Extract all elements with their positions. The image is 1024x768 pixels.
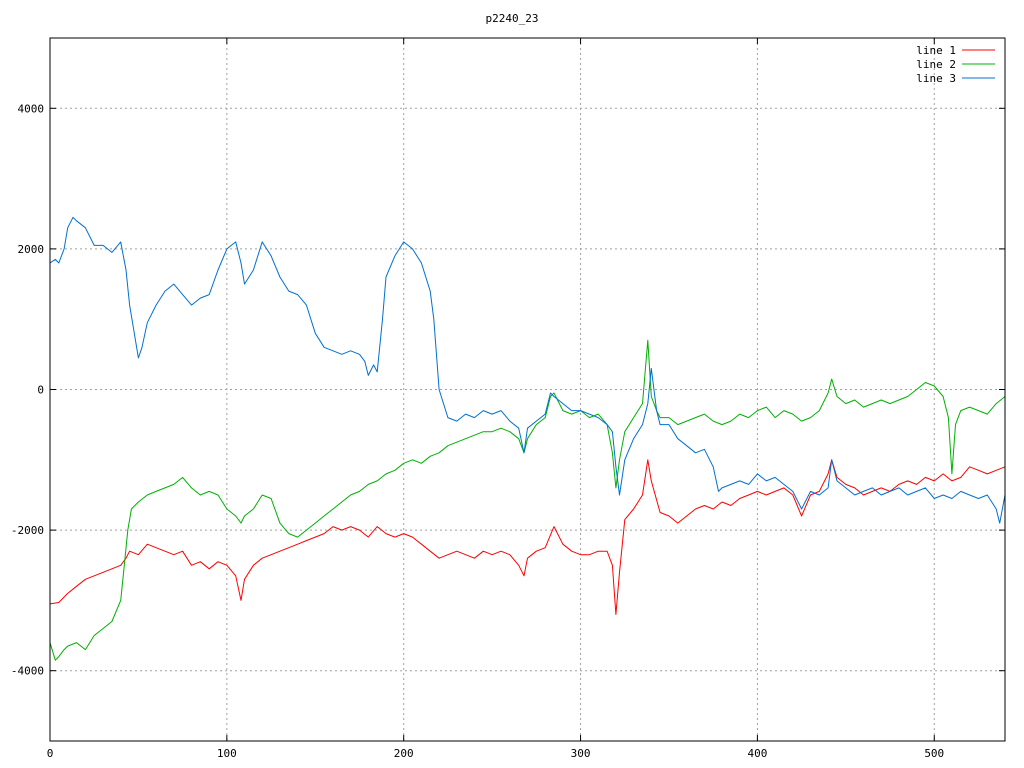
y-tick-label: 4000: [18, 102, 45, 115]
legend-label-2: line 2: [916, 58, 956, 71]
x-tick-label: 100: [217, 747, 237, 760]
x-tick-label: 0: [47, 747, 54, 760]
x-tick-label: 400: [747, 747, 767, 760]
series-layer: [49, 216, 1006, 661]
y-tick-label: 2000: [18, 243, 45, 256]
x-tick-label: 500: [924, 747, 944, 760]
tick-layer: 0 100 200 300 400 500 -4000 -2000 0 2000 4000: [11, 38, 1005, 760]
y-tick-label: -2000: [11, 524, 44, 537]
legend-label-3: line 3: [916, 72, 956, 85]
series-line-3: [49, 216, 1006, 524]
y-tick-label: -4000: [11, 665, 44, 678]
chart-title: p2240_23: [486, 12, 539, 25]
x-tick-label: 300: [571, 747, 591, 760]
y-tick-label: 0: [37, 384, 44, 397]
series-line-2: [49, 339, 1006, 661]
series-line-1: [49, 459, 1006, 615]
x-tick-label: 200: [394, 747, 414, 760]
legend-label-1: line 1: [916, 44, 956, 57]
grid-layer: [50, 38, 1005, 741]
